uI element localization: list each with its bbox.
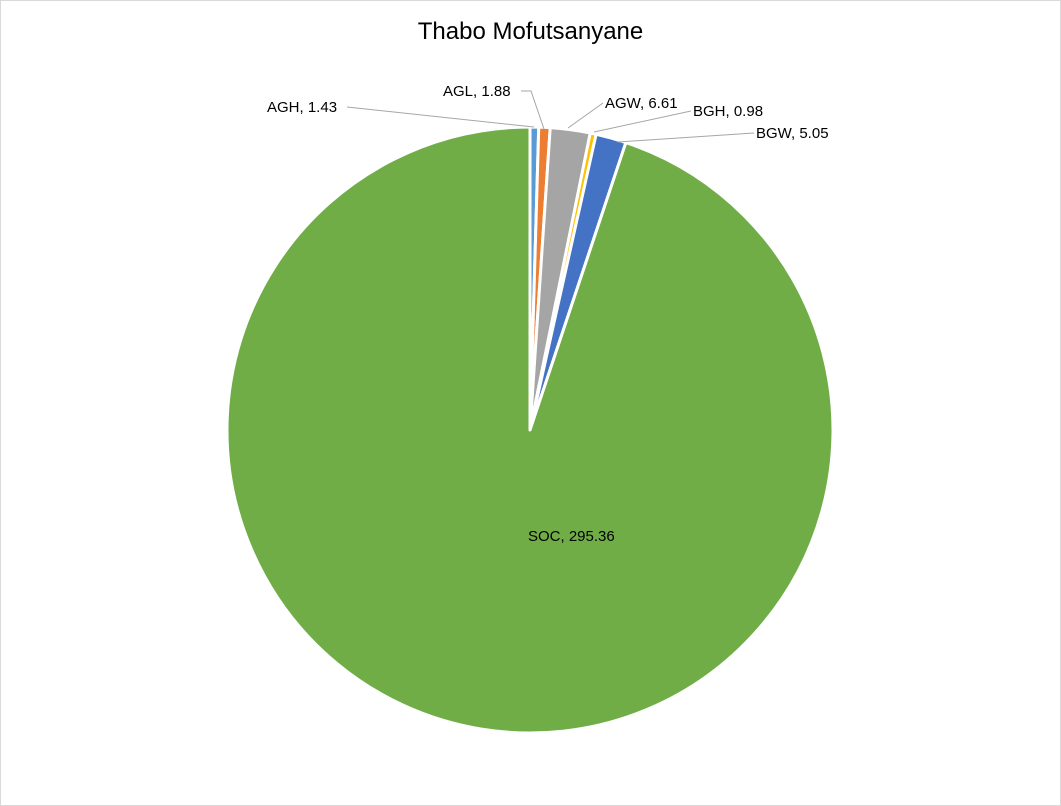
leader-line-agh xyxy=(346,106,535,128)
data-label-agw: AGW, 6.61 xyxy=(605,95,678,112)
leader-line-bgw xyxy=(617,132,755,143)
pie-slice-soc xyxy=(225,125,835,735)
data-label-agh: AGH, 1.43 xyxy=(267,99,337,116)
leader-line-bgh xyxy=(593,110,692,133)
data-label-agl: AGL, 1.88 xyxy=(443,83,511,100)
data-label-soc: SOC, 295.36 xyxy=(528,528,615,545)
leader-line-agl xyxy=(521,90,545,130)
data-label-bgw: BGW, 5.05 xyxy=(756,125,829,142)
leader-lines xyxy=(346,90,755,143)
pie-slices xyxy=(225,125,835,735)
data-label-bgh: BGH, 0.98 xyxy=(693,103,763,120)
data-labels: AGH, 1.43 AGL, 1.88 AGW, 6.61 BGH, 0.98 BGW,… xyxy=(267,83,829,545)
chart-title: Thabo Mofutsanyane xyxy=(417,18,644,45)
leader-line-agw xyxy=(567,102,604,129)
